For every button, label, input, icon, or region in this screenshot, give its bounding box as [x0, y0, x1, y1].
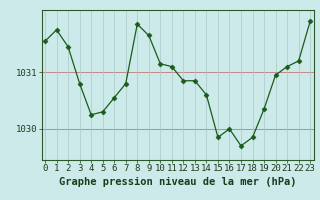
X-axis label: Graphe pression niveau de la mer (hPa): Graphe pression niveau de la mer (hPa) — [59, 177, 296, 187]
